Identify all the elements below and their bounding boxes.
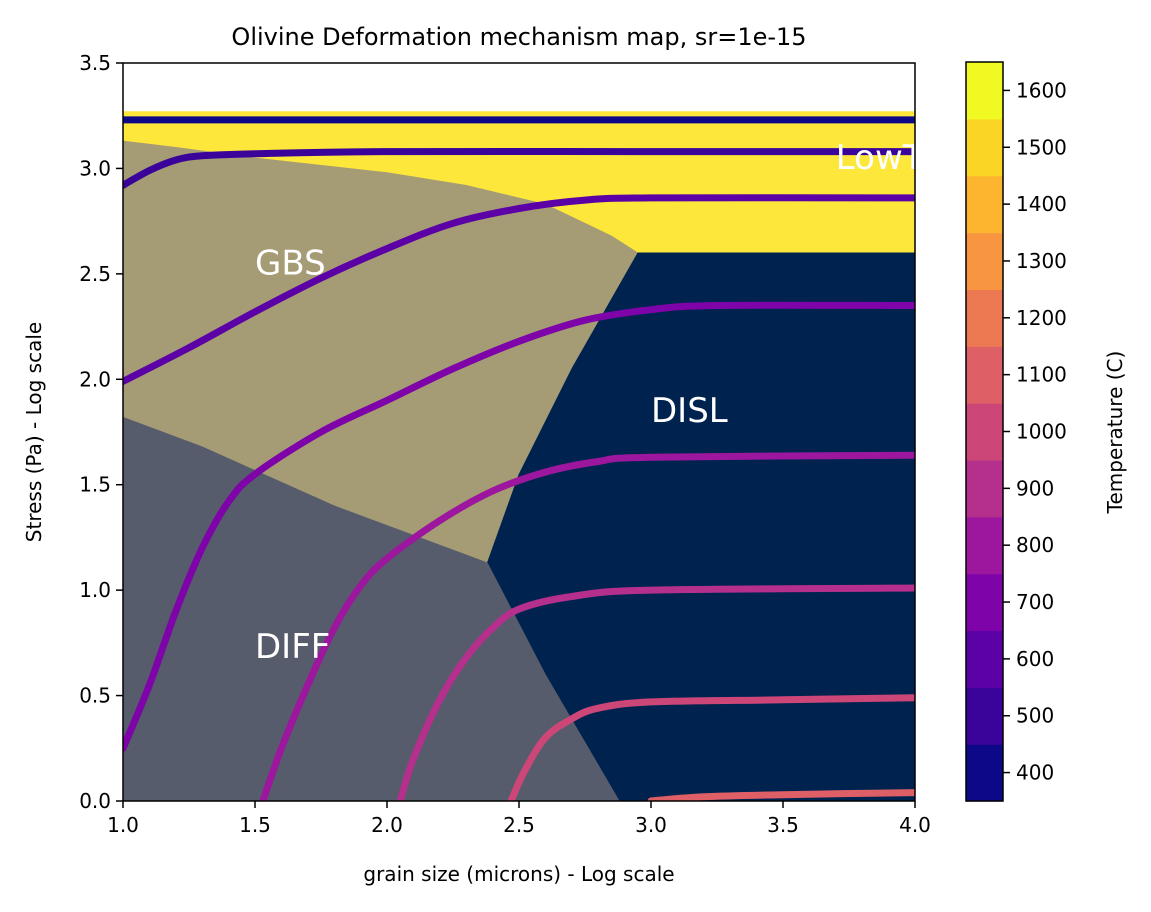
colorbar-band [966, 232, 1003, 290]
colorbar-tick-label: 1400 [1016, 192, 1067, 216]
colorbar-band [966, 62, 1003, 120]
colorbar: 400 500 600 700 800 900 1000 1100 1200 1300 1400 15… [965, 61, 1067, 802]
colorbar-tick-label: 800 [1016, 533, 1054, 557]
colorbar-band [966, 403, 1003, 461]
y-tick-label: 1.5 [79, 473, 111, 497]
y-tick-label: 0.5 [79, 684, 111, 708]
x-axis-label: grain size (microns) - Log scale [363, 862, 674, 886]
colorbar-band [966, 630, 1003, 688]
colorbar-tick-label: 1300 [1016, 249, 1067, 273]
region-diff [123, 416, 620, 801]
colorbar-tick-label: 1000 [1016, 420, 1067, 444]
colorbar-band [966, 459, 1003, 518]
colorbar-tick-label: 1600 [1016, 78, 1067, 102]
colorbar-band [966, 289, 1003, 347]
colorbar-tick-label: 700 [1016, 590, 1054, 614]
colorbar-band [966, 175, 1003, 234]
colorbar-tick-label: 500 [1016, 704, 1054, 728]
contour-500 [123, 147, 915, 189]
x-tick-label: 2.0 [371, 813, 403, 837]
y-tick-label: 1.0 [79, 578, 111, 602]
x-axis: 1.0 1.5 2.0 2.5 3.0 3.5 4.0 [107, 801, 931, 837]
y-tick-label: 3.5 [79, 51, 111, 75]
colorbar-label: Temperature (C) [1103, 351, 1127, 515]
y-tick-label: 0.0 [79, 789, 111, 813]
region-label-gbs: GBS [255, 243, 326, 283]
contour-900 [396, 584, 915, 801]
region-label-disl: DISL [651, 391, 728, 431]
colorbar-tick-label: 900 [1016, 476, 1054, 500]
colorbar-band [966, 573, 1003, 632]
x-tick-label: 2.5 [503, 813, 535, 837]
x-tick-label: 4.0 [899, 813, 931, 837]
colorbar-band [966, 346, 1003, 404]
x-tick-label: 3.5 [767, 813, 799, 837]
chart-title: Olivine Deformation mechanism map, sr=1e… [231, 23, 806, 51]
y-tick-label: 2.5 [79, 262, 111, 286]
x-tick-label: 3.0 [635, 813, 667, 837]
mechanism-regions [123, 111, 915, 801]
colorbar-band [966, 744, 1003, 802]
colorbar-tick-label: 400 [1016, 761, 1054, 785]
colorbar-band [966, 687, 1003, 745]
contour-600 [123, 194, 915, 385]
y-tick-label: 3.0 [79, 156, 111, 180]
y-axis: 0.0 0.5 1.0 1.5 2.0 2.5 3.0 3.5 [79, 51, 123, 813]
region-labels: LowT GBS DISL DIFF [255, 138, 924, 667]
x-tick-label: 1.5 [239, 813, 271, 837]
contour-1000 [507, 694, 915, 801]
contour-1100 [647, 789, 915, 801]
contour-800 [259, 451, 915, 801]
region-label-lowt: LowT [836, 138, 924, 178]
temperature-contours [123, 116, 915, 801]
colorbar-band [966, 516, 1003, 575]
region-label-diff: DIFF [255, 627, 330, 667]
colorbar-tick-label: 1100 [1016, 363, 1067, 387]
contour-700 [123, 301, 915, 752]
colorbar-tick-label: 600 [1016, 647, 1054, 671]
y-axis-label: Stress (Pa) - Log scale [22, 322, 46, 542]
colorbar-tick-label: 1200 [1016, 306, 1067, 330]
x-tick-label: 1.0 [107, 813, 139, 837]
colorbar-band [966, 118, 1003, 177]
colorbar-tick-label: 1500 [1016, 135, 1067, 159]
y-tick-label: 2.0 [79, 367, 111, 391]
